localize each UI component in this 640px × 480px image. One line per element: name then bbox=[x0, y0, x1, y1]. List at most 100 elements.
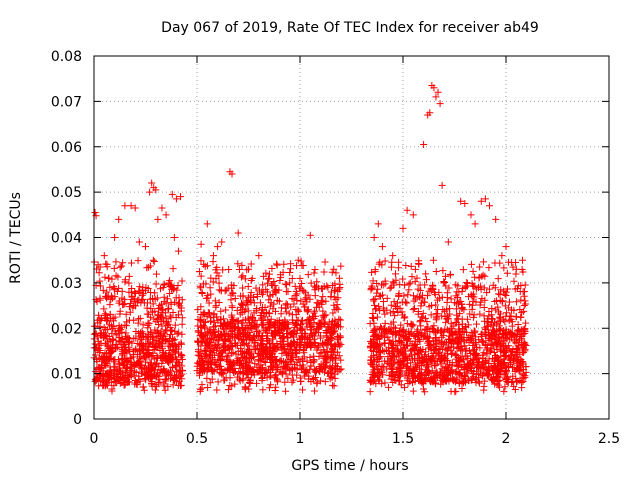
data-point bbox=[150, 333, 158, 341]
data-point bbox=[217, 307, 225, 315]
data-point bbox=[149, 338, 157, 346]
data-point bbox=[156, 285, 164, 293]
data-point bbox=[375, 292, 383, 300]
data-point bbox=[117, 262, 125, 270]
data-point bbox=[109, 294, 117, 302]
data-point bbox=[282, 308, 290, 316]
data-point bbox=[430, 84, 438, 92]
data-point bbox=[201, 262, 209, 270]
data-point bbox=[496, 325, 504, 333]
data-point bbox=[492, 306, 500, 314]
data-point bbox=[149, 256, 157, 264]
data-point bbox=[260, 350, 268, 358]
data-point bbox=[495, 356, 503, 364]
data-point bbox=[241, 361, 249, 369]
data-point bbox=[152, 186, 160, 194]
data-point bbox=[320, 361, 328, 369]
data-point bbox=[128, 285, 136, 293]
data-point bbox=[310, 357, 318, 365]
data-point bbox=[288, 275, 296, 283]
x-tick-label: 1.5 bbox=[392, 431, 414, 447]
data-point bbox=[266, 319, 274, 327]
data-point bbox=[325, 326, 333, 334]
data-point bbox=[379, 304, 387, 312]
data-point bbox=[262, 269, 270, 277]
data-point bbox=[136, 377, 144, 385]
data-point bbox=[131, 288, 139, 296]
data-point bbox=[237, 357, 245, 365]
data-point bbox=[292, 349, 300, 357]
data-point bbox=[502, 325, 510, 333]
data-point bbox=[336, 342, 344, 350]
data-point bbox=[447, 366, 455, 374]
data-point bbox=[263, 368, 271, 376]
chart-title: Day 067 of 2019, Rate Of TEC Index for r… bbox=[161, 20, 539, 36]
data-point bbox=[207, 348, 215, 356]
data-point bbox=[278, 346, 286, 354]
data-point bbox=[384, 333, 392, 341]
data-point bbox=[143, 371, 151, 379]
data-point bbox=[480, 317, 488, 325]
data-point bbox=[381, 357, 389, 365]
data-point bbox=[387, 320, 395, 328]
data-point bbox=[444, 374, 452, 382]
data-point bbox=[437, 355, 445, 363]
data-point bbox=[499, 347, 507, 355]
data-point bbox=[278, 304, 286, 312]
data-point bbox=[370, 326, 378, 334]
data-point bbox=[207, 274, 215, 282]
data-point bbox=[287, 356, 295, 364]
data-point bbox=[468, 305, 476, 313]
data-point bbox=[271, 386, 279, 394]
data-point bbox=[437, 369, 445, 377]
data-point bbox=[315, 324, 323, 332]
data-point bbox=[481, 363, 489, 371]
data-point bbox=[395, 364, 403, 372]
data-point bbox=[109, 315, 117, 323]
data-point bbox=[250, 353, 258, 361]
data-point bbox=[197, 342, 205, 350]
data-point bbox=[400, 361, 408, 369]
data-point bbox=[503, 375, 511, 383]
data-point bbox=[118, 356, 126, 364]
data-point bbox=[299, 358, 307, 366]
data-point bbox=[473, 362, 481, 370]
data-point bbox=[149, 300, 157, 308]
data-point bbox=[513, 345, 521, 353]
data-point bbox=[91, 344, 99, 352]
data-point bbox=[108, 275, 116, 283]
data-point bbox=[463, 315, 471, 323]
data-point bbox=[521, 347, 529, 355]
data-point bbox=[172, 342, 180, 350]
data-point bbox=[468, 360, 476, 368]
data-point bbox=[388, 370, 396, 378]
data-point bbox=[102, 354, 110, 362]
data-point bbox=[118, 328, 126, 336]
data-point bbox=[128, 292, 136, 300]
data-point bbox=[504, 342, 512, 350]
data-point bbox=[403, 369, 411, 377]
data-point bbox=[366, 337, 374, 345]
data-point bbox=[225, 266, 233, 274]
data-point bbox=[267, 363, 275, 371]
data-point bbox=[229, 289, 237, 297]
data-point bbox=[91, 209, 99, 217]
data-point bbox=[409, 344, 417, 352]
data-point bbox=[210, 310, 218, 318]
data-point bbox=[511, 385, 519, 393]
data-point bbox=[159, 335, 167, 343]
data-point bbox=[255, 368, 263, 376]
data-point bbox=[272, 332, 280, 340]
data-point bbox=[414, 326, 422, 334]
data-point bbox=[276, 271, 284, 279]
data-point bbox=[139, 383, 147, 391]
data-point bbox=[203, 220, 211, 228]
data-point bbox=[500, 351, 508, 359]
data-point bbox=[157, 313, 165, 321]
data-point bbox=[466, 300, 474, 308]
data-point bbox=[258, 374, 266, 382]
x-tick-label: 0 bbox=[90, 431, 99, 447]
data-point bbox=[253, 290, 261, 298]
data-point bbox=[314, 299, 322, 307]
data-point bbox=[239, 354, 247, 362]
